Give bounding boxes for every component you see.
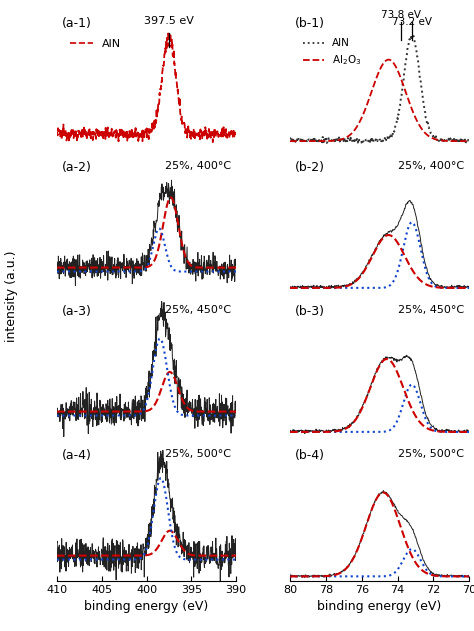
Text: (b-2): (b-2) (295, 161, 325, 174)
Text: intensity (a.u.): intensity (a.u.) (5, 251, 18, 343)
Text: (a-1): (a-1) (62, 16, 92, 30)
X-axis label: binding energy (eV): binding energy (eV) (318, 599, 442, 613)
Text: (a-4): (a-4) (62, 449, 92, 462)
Text: 73.2 eV: 73.2 eV (392, 17, 432, 27)
X-axis label: binding energy (eV): binding energy (eV) (84, 599, 209, 613)
Text: 73.8 eV: 73.8 eV (381, 10, 421, 20)
Text: 397.5 eV: 397.5 eV (144, 16, 194, 27)
Text: (a-2): (a-2) (62, 161, 92, 174)
Legend: AlN: AlN (66, 35, 125, 54)
Text: 25%, 500°C: 25%, 500°C (398, 449, 464, 459)
Text: (a-3): (a-3) (62, 305, 92, 318)
Text: 25%, 400°C: 25%, 400°C (164, 161, 231, 171)
Text: (b-1): (b-1) (295, 16, 325, 30)
Text: 25%, 500°C: 25%, 500°C (165, 449, 231, 459)
Text: 25%, 450°C: 25%, 450°C (164, 305, 231, 315)
Text: (b-3): (b-3) (295, 305, 325, 318)
Text: 25%, 400°C: 25%, 400°C (398, 161, 464, 171)
Text: 25%, 450°C: 25%, 450°C (398, 305, 464, 315)
Text: (b-4): (b-4) (295, 449, 325, 462)
Legend: AlN, Al$_2$O$_3$: AlN, Al$_2$O$_3$ (299, 34, 365, 71)
